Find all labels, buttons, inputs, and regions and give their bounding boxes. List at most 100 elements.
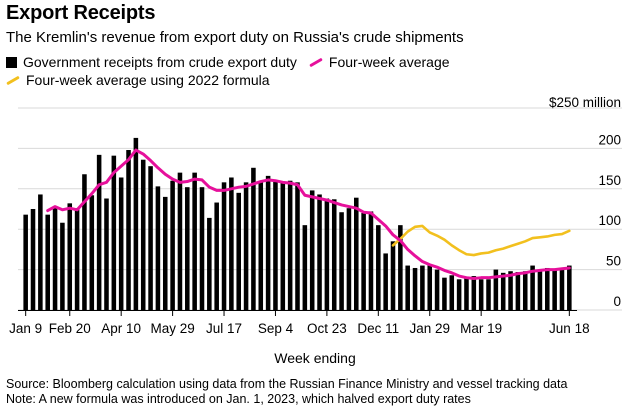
bar — [104, 198, 109, 310]
bar — [515, 272, 521, 310]
bar — [493, 269, 499, 310]
y-tick-label: 150 — [598, 173, 621, 188]
bar — [559, 269, 565, 310]
bar — [111, 155, 117, 310]
bar — [361, 213, 366, 310]
bar — [309, 190, 315, 310]
x-tick-label: Apr 10 — [101, 321, 141, 336]
x-tick-label: Sep 4 — [258, 321, 294, 336]
bar — [96, 154, 102, 310]
bar — [471, 276, 477, 310]
bar — [229, 177, 234, 310]
legend-row-1: Government receipts from crude export du… — [6, 54, 462, 70]
bar — [67, 203, 73, 310]
y-axis-ticks: 0 50 100 150 200 — [598, 132, 621, 309]
bar — [251, 167, 256, 310]
bar — [23, 214, 28, 310]
bar — [324, 198, 330, 310]
bar — [295, 182, 300, 310]
bar — [133, 137, 139, 310]
bar — [126, 150, 131, 310]
legend-swatch-bars — [6, 56, 17, 68]
bar — [522, 271, 528, 310]
bar — [420, 265, 425, 310]
bar — [177, 172, 183, 310]
bar — [287, 180, 293, 310]
legend-item-avg: Four-week average — [309, 54, 450, 70]
bar — [354, 197, 359, 310]
bar — [52, 207, 58, 310]
bar — [552, 270, 557, 310]
y-tick-label: 200 — [598, 132, 621, 147]
bar — [60, 222, 65, 310]
x-axis-ticks: Jan 9 Feb 20 Apr 10 May 29 Jul 17 Sep 4 Oct 23… — [9, 310, 590, 336]
bar — [236, 192, 241, 310]
bar — [500, 272, 506, 310]
bar — [258, 182, 264, 310]
bar — [478, 279, 484, 310]
bar — [30, 209, 36, 310]
bar — [567, 265, 572, 310]
bar — [74, 208, 80, 310]
bar — [155, 186, 161, 310]
bar — [148, 166, 153, 310]
bar — [368, 211, 374, 310]
y-tick-label: 0 — [613, 294, 621, 309]
bar — [280, 181, 286, 310]
bar — [464, 277, 469, 310]
bar-series — [23, 137, 572, 310]
y-tick-label: 50 — [606, 254, 621, 269]
bar — [339, 212, 344, 310]
bar — [331, 199, 337, 310]
y-tick-label: 100 — [598, 213, 621, 228]
bar — [449, 275, 455, 310]
x-tick-label: May 29 — [150, 321, 194, 336]
bar — [508, 271, 513, 310]
legend-item-bars: Government receipts from crude export du… — [6, 54, 297, 70]
bar — [390, 241, 396, 310]
bar — [537, 269, 543, 310]
bar — [118, 177, 124, 310]
x-tick-label: Dec 11 — [357, 321, 399, 336]
x-tick-label: Mar 19 — [460, 321, 502, 336]
legend-row-2: Four-week average using 2022 formula — [6, 72, 282, 88]
formula-note: Note: A new formula was introduced on Ja… — [6, 392, 471, 406]
line-avg-2022-formula — [391, 224, 571, 257]
bar — [38, 194, 43, 310]
bar — [140, 159, 146, 310]
bar — [545, 267, 550, 310]
bar — [442, 277, 447, 310]
bar — [185, 187, 190, 310]
x-tick-label: Jan 29 — [409, 321, 450, 336]
bar — [405, 265, 410, 310]
x-tick-label: Oct 23 — [307, 321, 347, 336]
source-note: Source: Bloomberg calculation using data… — [6, 377, 568, 391]
bar — [45, 214, 50, 310]
bar — [346, 208, 352, 310]
bar — [317, 194, 322, 310]
bar — [214, 202, 219, 310]
bar — [302, 225, 308, 310]
bar — [412, 267, 418, 310]
bar — [170, 180, 175, 310]
bar — [427, 265, 433, 310]
bar — [383, 253, 388, 310]
bar — [82, 174, 87, 310]
x-tick-label: Jul 17 — [206, 321, 242, 336]
bar — [530, 265, 535, 310]
bar — [162, 196, 168, 310]
bar — [207, 217, 212, 310]
bar — [486, 279, 491, 310]
x-tick-label: Jun 18 — [549, 321, 590, 336]
bar — [221, 182, 227, 310]
x-tick-label: Feb 20 — [49, 321, 91, 336]
bar — [434, 269, 440, 310]
bar — [273, 181, 278, 310]
bar — [265, 175, 271, 310]
bar — [199, 187, 205, 310]
bar — [456, 279, 462, 310]
bar — [243, 182, 249, 310]
chart-subtitle: The Kremlin's revenue from export duty o… — [6, 29, 464, 46]
legend-item-avg2022: Four-week average using 2022 formula — [6, 72, 270, 88]
